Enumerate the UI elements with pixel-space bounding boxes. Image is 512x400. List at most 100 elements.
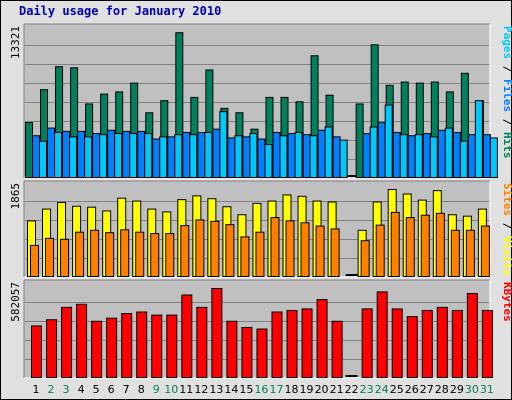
kbytes-panel xyxy=(23,279,493,379)
requests-bar-files-day-3 xyxy=(62,130,71,178)
visits-bar-sites-day-8 xyxy=(135,231,145,277)
requests-bar-pages-day-5 xyxy=(99,134,108,179)
kbytes-bar-kbytes-day-26 xyxy=(406,316,418,379)
day-label-27: 27 xyxy=(420,383,434,396)
day-label-21: 21 xyxy=(330,383,344,396)
visits-bar-sites-day-10 xyxy=(165,233,175,278)
visits-bar-sites-day-1 xyxy=(30,244,39,278)
requests-bar-pages-day-1 xyxy=(39,140,47,179)
requests-bar-files-day-18 xyxy=(287,133,296,178)
requests-series-label-part: Hits xyxy=(501,132,512,159)
day-label-19: 19 xyxy=(300,383,314,396)
day-label-6: 6 xyxy=(108,383,115,396)
requests-bar-pages-day-8 xyxy=(144,133,153,178)
requests-bar-pages-day-6 xyxy=(114,133,123,178)
requests-bar-files-day-4 xyxy=(77,130,86,178)
visits-bar-sites-day-23 xyxy=(360,240,370,277)
kbytes-bar-kbytes-day-20 xyxy=(316,299,328,379)
kbytes-bar-kbytes-day-31 xyxy=(481,309,493,378)
day-label-23: 23 xyxy=(360,383,374,396)
visits-bar-sites-day-19 xyxy=(300,222,310,277)
requests-bar-pages-day-13 xyxy=(219,111,228,178)
day-label-29: 29 xyxy=(450,383,464,396)
kbytes-bar-kbytes-day-27 xyxy=(421,309,433,378)
kbytes-bar-kbytes-day-8 xyxy=(136,311,148,378)
requests-bar-files-day-8 xyxy=(137,130,146,178)
requests-bar-files-day-10 xyxy=(167,136,176,178)
visits-bar-sites-day-6 xyxy=(105,232,115,277)
requests-bar-pages-day-30 xyxy=(474,100,483,178)
visits-bar-sites-day-4 xyxy=(75,231,85,277)
requests-bar-files-day-20 xyxy=(317,129,326,178)
visits-series-label-part: Sites xyxy=(501,183,512,216)
kbytes-bar-kbytes-day-10 xyxy=(166,314,178,379)
kbytes-bar-kbytes-day-25 xyxy=(391,308,403,378)
kbytes-bar-kbytes-day-5 xyxy=(91,320,103,378)
kbytes-bar-kbytes-day-14 xyxy=(226,320,238,378)
day-label-7: 7 xyxy=(123,383,130,396)
requests-bar-pages-day-19 xyxy=(309,135,318,178)
requests-bar-hits-day-23 xyxy=(355,103,364,178)
requests-bar-files-day-30 xyxy=(467,134,476,179)
day-label-4: 4 xyxy=(78,383,85,396)
requests-bar-pages-day-3 xyxy=(69,136,78,178)
requests-bar-pages-day-2 xyxy=(54,131,63,179)
requests-bar-pages-day-7 xyxy=(129,133,138,178)
visits-series-label: Sites / Visits xyxy=(501,183,512,276)
kbytes-bar-kbytes-day-2 xyxy=(46,319,58,378)
kbytes-bar-kbytes-day-28 xyxy=(436,306,448,379)
kbytes-bar-kbytes-day-12 xyxy=(196,306,208,379)
requests-bar-files-day-14 xyxy=(227,137,236,179)
kbytes-bar-kbytes-day-18 xyxy=(286,309,298,378)
requests-bar-pages-day-28 xyxy=(444,127,453,178)
requests-bar-pages-day-10 xyxy=(174,134,183,179)
requests-bar-files-day-1 xyxy=(32,135,40,178)
visits-bar-sites-day-20 xyxy=(315,225,325,277)
visits-bar-sites-day-27 xyxy=(420,214,430,278)
visits-bar-sites-day-31 xyxy=(480,225,490,277)
visits-series-label-part: / xyxy=(501,216,512,236)
visits-bar-sites-day-12 xyxy=(195,219,205,277)
visits-bar-sites-day-13 xyxy=(210,220,220,278)
kbytes-series-label-part: KBytes xyxy=(501,282,512,322)
requests-bar-pages-day-26 xyxy=(414,134,423,179)
day-label-22: 22 xyxy=(345,383,359,396)
requests-series-label-part: / xyxy=(501,59,512,79)
day-label-18: 18 xyxy=(285,383,299,396)
kbytes-bar-kbytes-day-13 xyxy=(211,288,223,378)
kbytes-ymax-label: 582057 xyxy=(9,282,22,322)
kbytes-bar-kbytes-day-9 xyxy=(151,314,163,379)
kbytes-bar-kbytes-day-21 xyxy=(331,320,343,378)
requests-series-label-part: Files xyxy=(501,79,512,112)
visits-panel xyxy=(23,180,491,278)
kbytes-bar-kbytes-day-6 xyxy=(106,317,118,378)
day-label-28: 28 xyxy=(435,383,449,396)
requests-bar-pages-day-21 xyxy=(339,139,348,178)
kbytes-bar-kbytes-day-15 xyxy=(241,326,253,378)
requests-bar-pages-day-16 xyxy=(264,144,273,179)
kbytes-bar-kbytes-day-24 xyxy=(376,291,388,379)
visits-bar-sites-day-16 xyxy=(255,231,265,277)
day-label-5: 5 xyxy=(93,383,100,396)
requests-bar-pages-day-11 xyxy=(189,134,198,179)
requests-bar-files-day-7 xyxy=(122,130,131,178)
requests-bar-pages-day-14 xyxy=(234,135,243,178)
day-label-17: 17 xyxy=(269,383,283,396)
day-label-26: 26 xyxy=(405,383,419,396)
kbytes-bar-kbytes-day-11 xyxy=(181,294,193,378)
visits-bar-sites-day-15 xyxy=(240,236,250,278)
kbytes-bar-kbytes-day-30 xyxy=(466,292,478,379)
requests-bar-files-day-6 xyxy=(107,129,116,178)
requests-bar-hits-day-1 xyxy=(25,122,33,178)
visits-bar-sites-day-24 xyxy=(375,224,385,277)
visits-bar-sites-day-3 xyxy=(60,238,70,278)
visits-bar-sites-day-9 xyxy=(150,233,160,278)
requests-bar-files-day-26 xyxy=(407,135,416,178)
requests-bar-pages-day-9 xyxy=(159,136,168,178)
visits-bar-sites-day-5 xyxy=(90,229,100,278)
requests-bar-files-day-17 xyxy=(272,131,281,179)
requests-bar-files-day-12 xyxy=(197,131,206,179)
requests-bar-pages-day-20 xyxy=(324,126,333,178)
visits-series-label-part: Visits xyxy=(501,236,512,276)
requests-bar-pages-day-25 xyxy=(399,134,408,179)
